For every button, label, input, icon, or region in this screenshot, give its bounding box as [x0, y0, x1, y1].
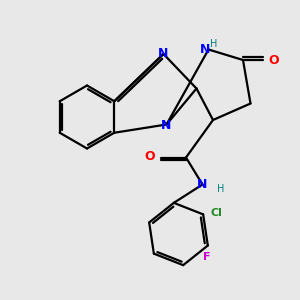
Text: Cl: Cl	[211, 208, 223, 218]
Text: N: N	[197, 178, 208, 191]
Text: H: H	[210, 39, 218, 49]
Text: N: N	[200, 43, 211, 56]
Text: N: N	[161, 118, 172, 132]
Text: O: O	[145, 149, 155, 163]
Text: H: H	[217, 184, 224, 194]
Text: F: F	[202, 252, 210, 262]
Text: N: N	[158, 46, 169, 60]
Text: O: O	[268, 53, 278, 67]
